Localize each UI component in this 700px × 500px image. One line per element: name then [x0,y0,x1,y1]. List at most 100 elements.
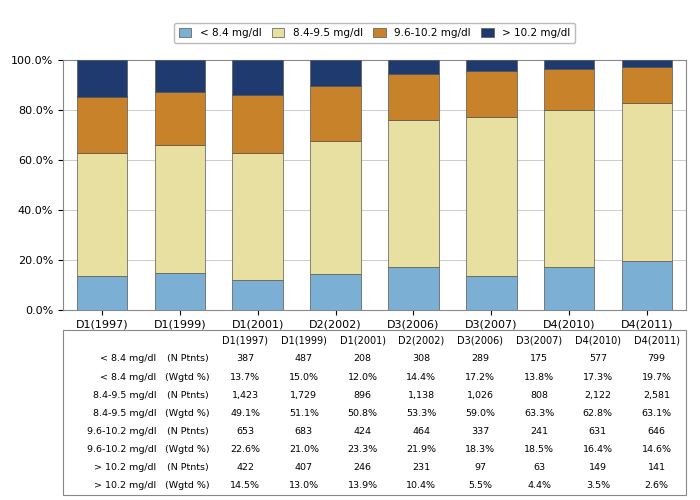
Text: 18.3%: 18.3% [466,445,496,454]
Bar [466,71,517,117]
Bar [466,117,517,276]
Text: 631: 631 [589,427,607,436]
Text: 241: 241 [530,427,548,436]
Text: 464: 464 [412,427,430,436]
Text: (Wgtd %): (Wgtd %) [165,409,210,418]
Text: 1,026: 1,026 [467,390,494,400]
Text: > 10.2 mg/dl: > 10.2 mg/dl [94,482,156,490]
Text: 231: 231 [412,464,430,472]
Text: (Wgtd %): (Wgtd %) [165,482,210,490]
Text: 289: 289 [471,354,489,364]
Text: 141: 141 [648,464,666,472]
Bar [466,60,517,71]
Bar [76,96,127,153]
Text: 23.3%: 23.3% [347,445,378,454]
Text: < 8.4 mg/dl: < 8.4 mg/dl [100,372,156,382]
Text: 2,581: 2,581 [643,390,670,400]
Text: 175: 175 [530,354,548,364]
Bar [155,60,205,92]
Bar [544,68,594,110]
Text: 63.3%: 63.3% [524,409,554,418]
Text: 1,729: 1,729 [290,390,317,400]
Text: 799: 799 [648,354,666,364]
Text: 12.0%: 12.0% [348,372,377,382]
Text: 17.2%: 17.2% [466,372,495,382]
Legend: < 8.4 mg/dl, 8.4-9.5 mg/dl, 9.6-10.2 mg/dl, > 10.2 mg/dl: < 8.4 mg/dl, 8.4-9.5 mg/dl, 9.6-10.2 mg/… [174,22,575,43]
Text: 4.4%: 4.4% [527,482,551,490]
Text: (Wgtd %): (Wgtd %) [165,372,210,382]
Bar [155,272,205,310]
Text: 21.0%: 21.0% [289,445,318,454]
Bar [622,66,673,103]
Text: 407: 407 [295,464,313,472]
Bar [155,92,205,145]
Text: D2(2002): D2(2002) [398,336,444,345]
Text: D4(2011): D4(2011) [634,336,680,345]
Bar [232,280,283,310]
Bar [622,103,673,261]
Text: 53.3%: 53.3% [406,409,437,418]
Text: 808: 808 [530,390,548,400]
Bar [155,145,205,272]
Text: 2,122: 2,122 [584,390,611,400]
Text: 9.6-10.2 mg/dl: 9.6-10.2 mg/dl [87,427,156,436]
Text: 14.4%: 14.4% [407,372,436,382]
Bar [388,74,439,120]
Bar [310,60,361,86]
Text: 17.3%: 17.3% [582,372,613,382]
Text: > 10.2 mg/dl: > 10.2 mg/dl [94,464,156,472]
Text: 3.5%: 3.5% [586,482,610,490]
Text: 646: 646 [648,427,666,436]
Text: D1(2001): D1(2001) [340,336,386,345]
Text: 683: 683 [295,427,313,436]
Text: 577: 577 [589,354,607,364]
Bar [76,60,127,96]
Text: 896: 896 [354,390,372,400]
Text: 19.7%: 19.7% [642,372,671,382]
Text: 1,138: 1,138 [408,390,435,400]
Text: 5.5%: 5.5% [468,482,492,490]
Text: (Wgtd %): (Wgtd %) [165,445,210,454]
Text: (N Ptnts): (N Ptnts) [167,464,209,472]
Text: < 8.4 mg/dl: < 8.4 mg/dl [100,354,156,364]
Text: 59.0%: 59.0% [466,409,495,418]
Text: 13.0%: 13.0% [289,482,319,490]
Text: 13.7%: 13.7% [230,372,260,382]
Text: D3(2007): D3(2007) [516,336,562,345]
Text: 50.8%: 50.8% [348,409,377,418]
Text: 653: 653 [236,427,254,436]
Text: 16.4%: 16.4% [583,445,612,454]
Bar [544,110,594,267]
Text: 1,423: 1,423 [232,390,258,400]
Bar [388,60,439,74]
Text: 149: 149 [589,464,607,472]
Text: 63.1%: 63.1% [641,409,672,418]
Bar [388,120,439,267]
Bar [622,261,673,310]
Bar [76,153,127,276]
Text: 308: 308 [412,354,430,364]
Text: 49.1%: 49.1% [230,409,260,418]
Text: 422: 422 [236,464,254,472]
Bar [544,60,594,68]
Bar [232,60,283,95]
Bar [310,86,361,141]
Text: 10.4%: 10.4% [407,482,436,490]
Text: D3(2006): D3(2006) [457,336,503,345]
Text: 63: 63 [533,464,545,472]
Text: 13.9%: 13.9% [348,482,378,490]
Bar [622,60,673,66]
Text: 97: 97 [474,464,486,472]
Text: 208: 208 [354,354,372,364]
Text: 14.6%: 14.6% [642,445,671,454]
Text: 15.0%: 15.0% [289,372,318,382]
Bar [388,267,439,310]
Bar [466,276,517,310]
Text: 487: 487 [295,354,313,364]
Text: 51.1%: 51.1% [289,409,318,418]
Text: 337: 337 [471,427,489,436]
Bar [310,274,361,310]
Text: D1(1999): D1(1999) [281,336,327,345]
Bar [310,141,361,274]
Text: (N Ptnts): (N Ptnts) [167,354,209,364]
